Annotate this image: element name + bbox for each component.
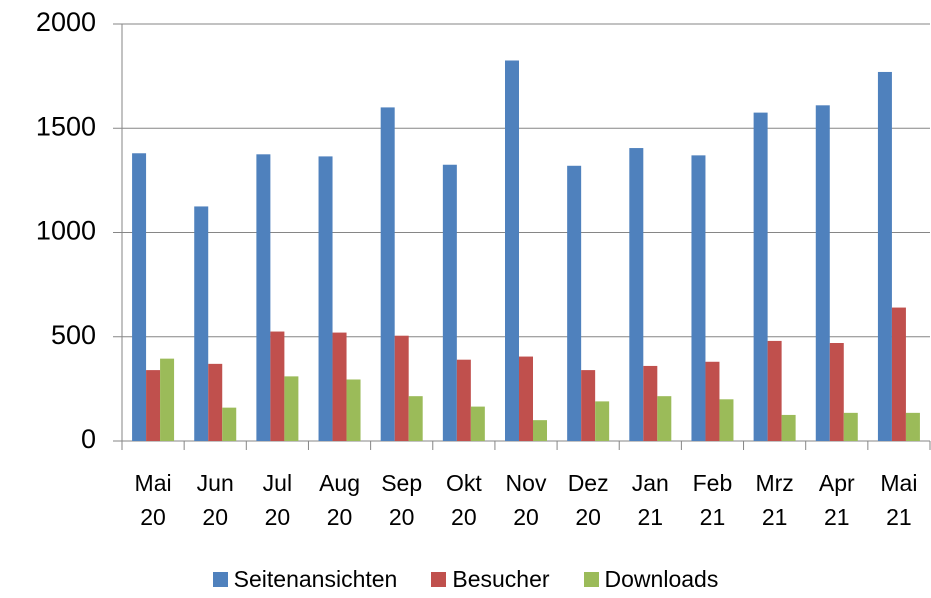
x-tick-label: Feb 21 [692, 470, 733, 530]
x-tick-label: Aug 20 [319, 470, 360, 530]
y-tick-label: 2000 [36, 7, 96, 37]
x-tick-label: Mrz 21 [755, 470, 794, 530]
bar [829, 343, 844, 441]
bar [208, 363, 223, 441]
bar [332, 332, 347, 441]
legend-label: Downloads [604, 566, 719, 592]
x-tick-label: Mai 20 [134, 470, 172, 530]
x-tick-label: Sep 20 [381, 470, 423, 530]
legend-swatch [431, 572, 447, 587]
bar [595, 401, 610, 441]
bar [643, 365, 658, 441]
bar [408, 396, 423, 441]
bar [843, 412, 858, 441]
bar [456, 359, 471, 441]
x-tick-label: Jan 21 [631, 470, 669, 530]
bar [270, 331, 285, 441]
y-tick-label: 0 [81, 424, 96, 454]
bar [146, 370, 161, 441]
bar [567, 165, 582, 441]
x-tick-label: Apr 21 [818, 470, 855, 530]
bar [284, 376, 299, 441]
bar [194, 206, 209, 441]
bar [705, 361, 720, 441]
bar [442, 164, 457, 442]
legend-swatch [212, 572, 228, 587]
bar [132, 153, 147, 441]
bar [691, 155, 706, 442]
bar [753, 112, 768, 442]
bar [380, 107, 395, 442]
bar [581, 370, 596, 441]
bar [256, 154, 271, 441]
bar [781, 414, 796, 441]
y-tick-label: 1000 [36, 216, 96, 246]
bar [505, 60, 519, 442]
bar [346, 379, 361, 441]
bar [767, 340, 782, 441]
x-tick-label: Nov 20 [505, 470, 547, 530]
bar [629, 148, 644, 441]
legend-swatch [583, 572, 599, 587]
y-tick-label: 500 [51, 320, 96, 350]
x-tick-label: Okt 20 [445, 470, 482, 530]
bar [160, 358, 175, 441]
bar [877, 71, 892, 441]
legend-item: Downloads [583, 566, 719, 593]
legend: Seitenansichten Besucher Downloads [0, 566, 931, 593]
bar [533, 420, 547, 441]
bar [905, 412, 920, 441]
x-tick-label: Dez 20 [567, 470, 609, 530]
legend-item: Besucher [431, 566, 550, 593]
x-tick-label: Jun 20 [196, 470, 234, 530]
bar [222, 407, 237, 441]
bar [815, 105, 830, 441]
bar [519, 356, 533, 441]
bar [891, 307, 906, 441]
legend-label: Besucher [452, 566, 550, 592]
x-tick-label: Mai 21 [880, 470, 918, 530]
bar [318, 156, 333, 441]
bar [470, 406, 485, 441]
bar [394, 335, 409, 441]
x-tick-label: Jul 20 [262, 470, 293, 530]
bar [719, 399, 734, 441]
legend-item: Seitenansichten [212, 566, 398, 593]
bar [657, 396, 672, 441]
legend-label: Seitenansichten [233, 566, 398, 592]
y-tick-label: 1500 [36, 111, 96, 141]
